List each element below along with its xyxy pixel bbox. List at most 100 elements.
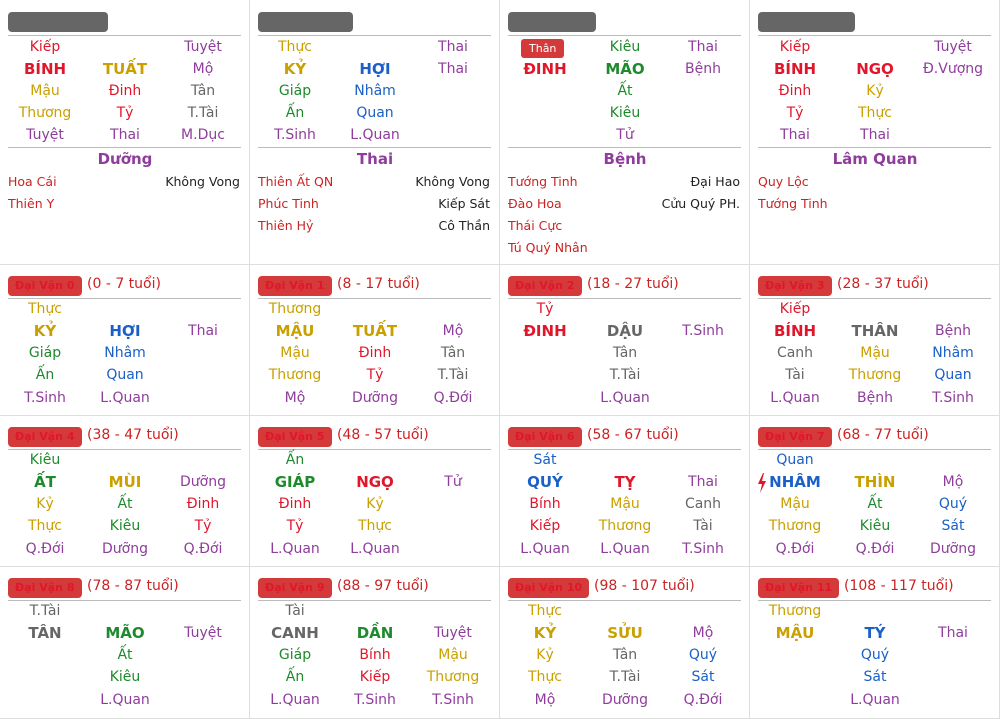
lightning-shape bbox=[758, 473, 766, 493]
pillar-cell: Trụ Tháng 12 Thực Thai KỶ HỢI Thai Giáp Nhâm Ấn Q… bbox=[250, 0, 500, 265]
dai-van-value: GIÁP bbox=[274, 473, 316, 491]
age-range: (78 - 87 tuổi) bbox=[87, 578, 179, 594]
dai-van-cell: Đại Vận 11 (108 - 117 tuổi) Thương MẬU TÝ Tha… bbox=[750, 567, 1000, 719]
pillar-value: Kiêu bbox=[609, 105, 641, 121]
dai-van-tag: Đại Vận 1 bbox=[258, 276, 332, 296]
pillar-tag: Trụ Giờ 12:15 bbox=[758, 12, 855, 32]
pillar-value: HỢI bbox=[359, 60, 391, 78]
dai-van-value: Dưỡng bbox=[102, 541, 148, 557]
divider bbox=[758, 449, 991, 450]
dai-van-value: Thương bbox=[598, 518, 652, 534]
dai-van-tag: Đại Vận 5 bbox=[258, 427, 332, 447]
age-range: (28 - 37 tuổi) bbox=[837, 276, 929, 292]
dai-van-value: DẦN bbox=[356, 624, 394, 642]
dai-van-value: Thương bbox=[268, 301, 322, 317]
dai-van-value: Thực bbox=[28, 518, 62, 534]
dai-van-value: Đinh bbox=[278, 496, 312, 512]
divider bbox=[508, 449, 741, 450]
dai-van-value: Tỷ bbox=[286, 518, 304, 534]
dai-van-value: Quan bbox=[776, 452, 814, 468]
age-range: (18 - 27 tuổi) bbox=[587, 276, 679, 292]
pillar-value: Tỷ bbox=[786, 105, 804, 121]
pillar-value: Kiếp bbox=[779, 39, 811, 55]
dai-van-value: Quan bbox=[106, 367, 144, 383]
divider bbox=[508, 35, 741, 36]
pillar-value: Đ.Vượng bbox=[922, 61, 984, 77]
pillar-value: TUẤT bbox=[102, 60, 148, 78]
dai-van-tag: Đại Vận 4 bbox=[8, 427, 82, 447]
pillar-value: Tỷ bbox=[116, 105, 134, 121]
dai-van-value: Tỷ bbox=[194, 518, 212, 534]
star-left: Thiên Ất QN bbox=[258, 174, 334, 189]
dai-van-value: Ấn bbox=[285, 669, 305, 685]
dai-van-value: Tân bbox=[612, 345, 638, 361]
dai-van-value: T.Tài bbox=[29, 603, 61, 619]
dai-van-value: KỶ bbox=[33, 322, 57, 340]
pillar-value: T.Tài bbox=[187, 105, 219, 121]
dai-van-cell: Đại Vận 2 (18 - 27 tuổi) Tỷ ĐINH DẬU T.Sinh Tâ… bbox=[500, 265, 750, 416]
dai-van-value: Tỷ bbox=[536, 301, 554, 317]
life-phase: Bệnh bbox=[603, 150, 647, 168]
pillar-tag: Trụ Tháng 12 bbox=[258, 12, 353, 32]
dai-van-tag: Đại Vận 9 bbox=[258, 578, 332, 598]
divider bbox=[508, 600, 741, 601]
pillar-tag: Trụ Ngày 04 bbox=[508, 12, 596, 32]
dai-van-cell: Đại Vận 4 (38 - 47 tuổi) Kiêu ẤT MÙI Dưỡng Kỷ Ấ… bbox=[0, 416, 250, 567]
pillar-value: Kiêu bbox=[609, 39, 641, 55]
life-phase: Thai bbox=[356, 150, 394, 168]
dai-van-value: Sát bbox=[533, 452, 557, 468]
dai-van-cell: Đại Vận 8 (78 - 87 tuổi) T.Tài TÂN MÃO Tuyệt Ấ… bbox=[0, 567, 250, 719]
pillar-value: Ất bbox=[617, 83, 633, 99]
dai-van-value: Quý bbox=[688, 647, 718, 663]
pillar-value: Mộ bbox=[192, 61, 214, 77]
dai-van-value: DẬU bbox=[606, 322, 644, 340]
star-right: Không Vong bbox=[415, 174, 490, 189]
dai-van-value: Kỷ bbox=[536, 647, 554, 663]
pillar-value: T.Sinh bbox=[274, 127, 316, 143]
pillar-value: MÃO bbox=[605, 60, 645, 78]
pillar-cell: Trụ Giờ 12:15 Kiếp Tuyệt BÍNH NGỌ Đ.Vượng Đinh… bbox=[750, 0, 1000, 265]
dai-van-value: Dưỡng bbox=[352, 390, 398, 406]
pillar-cell: Trụ Năm 2006 Kiếp Tuyệt BÍNH TUẤT Mộ Mậu Đinh Tâ… bbox=[0, 0, 250, 265]
dai-van-value: Thương bbox=[848, 367, 902, 383]
divider bbox=[758, 147, 991, 148]
dai-van-value: Giáp bbox=[28, 345, 62, 361]
pillar-value: Tuyệt bbox=[934, 39, 972, 55]
dai-van-value: Dưỡng bbox=[602, 692, 648, 708]
dai-van-value: NHÂM bbox=[769, 473, 821, 491]
dai-van-value: Tài bbox=[285, 603, 305, 619]
dai-van-tag: Đại Vận 10 bbox=[508, 578, 590, 598]
pillar-value: Thai bbox=[860, 127, 890, 143]
age-range: (68 - 77 tuổi) bbox=[837, 427, 929, 443]
dai-van-value: Mậu bbox=[610, 496, 640, 512]
pillar-value: BÍNH bbox=[773, 60, 817, 78]
dai-van-value: Thực bbox=[528, 669, 562, 685]
dai-van-value: L.Quan bbox=[600, 541, 650, 557]
dai-van-value: Kỷ bbox=[366, 496, 384, 512]
dai-van-value: Mộ bbox=[284, 390, 306, 406]
star-right: Cửu Quý PH. bbox=[661, 196, 740, 211]
dai-van-value: TÝ bbox=[864, 624, 886, 642]
pillar-value: Tử bbox=[616, 127, 634, 143]
dai-van-value: T.Sinh bbox=[682, 541, 724, 557]
dai-van-value: BÍNH bbox=[773, 322, 817, 340]
dai-van-value: Mộ bbox=[942, 474, 964, 490]
dai-van-value: L.Quan bbox=[100, 692, 150, 708]
pillar-value: Kiếp bbox=[29, 39, 61, 55]
dai-van-value: Bính bbox=[359, 647, 391, 663]
age-range: (98 - 107 tuổi) bbox=[594, 578, 695, 594]
star-left: Đào Hoa bbox=[508, 196, 562, 211]
dai-van-value: Quý bbox=[938, 496, 968, 512]
dai-van-cell: Đại Vận 6 (58 - 67 tuổi) Sát QUÝ TỴ Thai Bính M… bbox=[500, 416, 750, 567]
dai-van-value: Kiếp bbox=[359, 669, 391, 685]
dai-van-value: T.Sinh bbox=[432, 692, 474, 708]
dai-van-value: THÂN bbox=[851, 322, 899, 340]
dai-van-value: Nhâm bbox=[932, 345, 974, 361]
pillar-value: ĐINH bbox=[523, 60, 567, 78]
pillar-value: M.Dục bbox=[181, 127, 225, 143]
dai-van-cell: Đại Vận 0 (0 - 7 tuổi) Thực KỶ HỢI Thai Giáp Nh… bbox=[0, 265, 250, 416]
dai-van-value: L.Quan bbox=[520, 541, 570, 557]
dai-van-value: KỶ bbox=[533, 624, 557, 642]
dai-van-value: Thương bbox=[426, 669, 480, 685]
dai-van-value: Quan bbox=[934, 367, 972, 383]
